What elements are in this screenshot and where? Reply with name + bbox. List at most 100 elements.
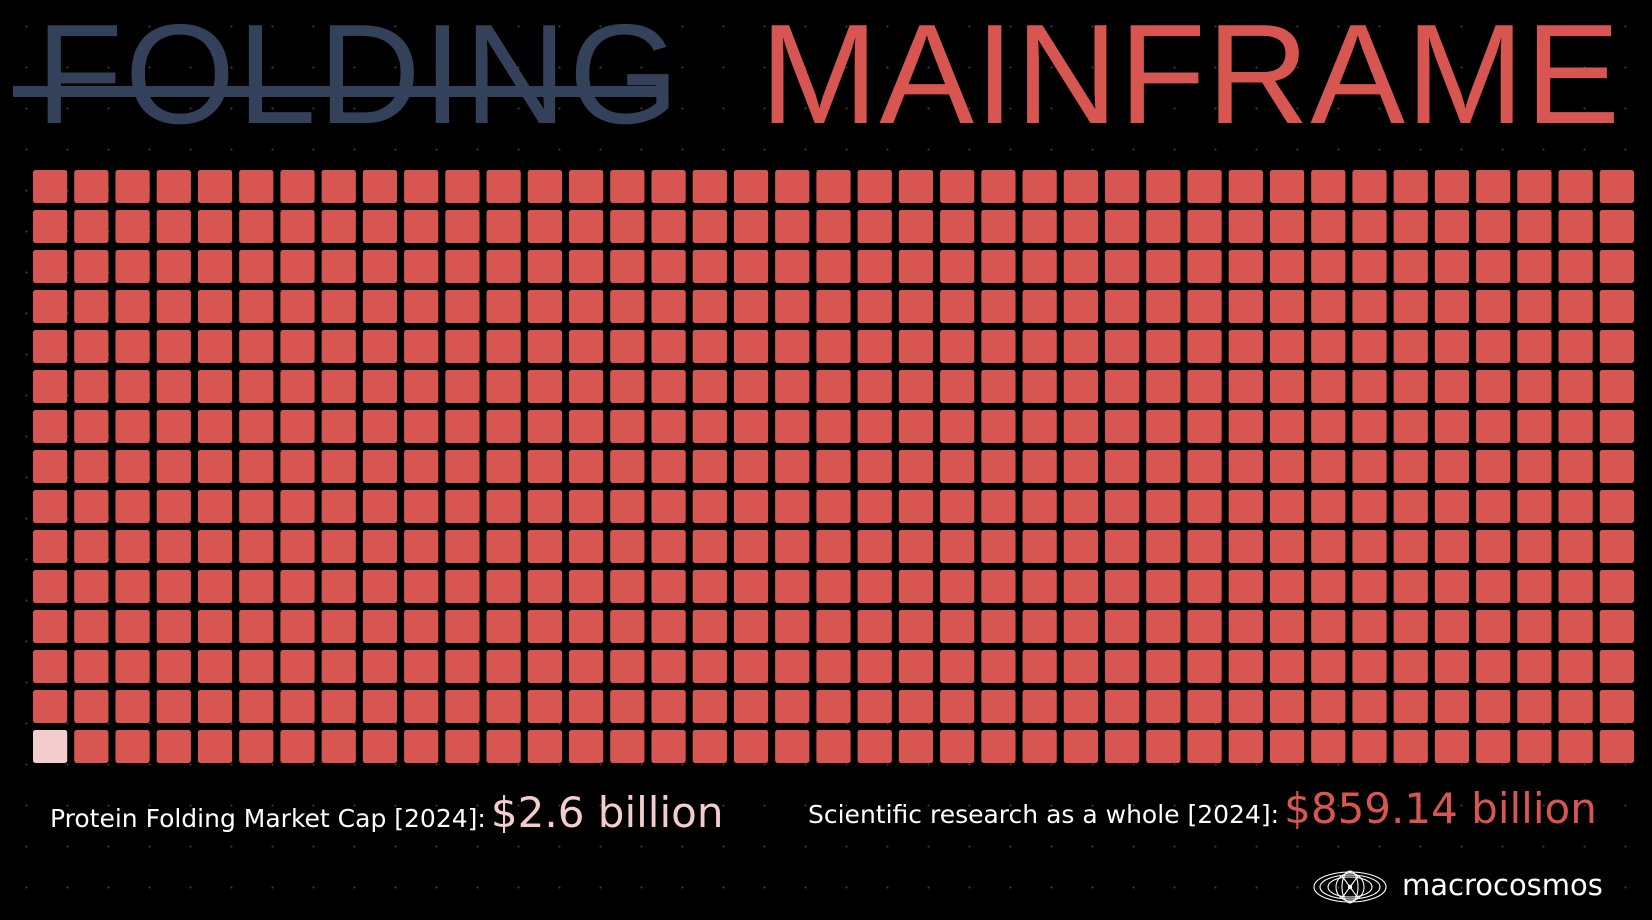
waffle-cell <box>1105 690 1140 723</box>
waffle-cell <box>1311 690 1346 723</box>
waffle-cell <box>1352 730 1387 763</box>
waffle-cell <box>1476 450 1511 483</box>
waffle-cell <box>404 250 439 283</box>
waffle-cell <box>816 450 851 483</box>
waffle-cell <box>527 490 562 523</box>
waffle-cell <box>1269 570 1305 603</box>
waffle-cell <box>1558 490 1593 523</box>
waffle-cell <box>1228 490 1263 523</box>
waffle-cell <box>1599 290 1634 323</box>
waffle-cell <box>981 450 1016 483</box>
waffle-cell <box>1269 650 1305 683</box>
waffle-cell <box>197 730 233 763</box>
waffle-cell <box>940 650 975 683</box>
waffle-cell <box>569 530 604 563</box>
waffle-cell <box>1352 210 1387 243</box>
waffle-cell <box>1022 250 1057 283</box>
waffle-cell <box>610 690 645 723</box>
waffle-cell <box>733 450 769 483</box>
waffle-cell <box>1187 250 1222 283</box>
waffle-cell <box>1187 170 1222 203</box>
waffle-cell <box>1187 450 1222 483</box>
waffle-cell <box>898 250 934 283</box>
waffle-cell <box>74 650 109 683</box>
waffle-cell <box>1146 490 1181 523</box>
waffle-cell <box>362 570 398 603</box>
waffle-cell <box>1558 210 1593 243</box>
waffle-cell <box>239 450 274 483</box>
waffle-cell <box>1228 210 1263 243</box>
protein-folding-value: $2.6 billion <box>490 788 724 837</box>
waffle-cell <box>816 250 851 283</box>
waffle-cell <box>115 410 150 443</box>
waffle-cell <box>404 730 439 763</box>
waffle-cell <box>1105 290 1140 323</box>
waffle-cell <box>486 210 521 243</box>
struck-title: FOLDING <box>36 0 682 154</box>
waffle-cell <box>1022 530 1057 563</box>
waffle-cell <box>651 330 686 363</box>
waffle-cell <box>445 210 480 243</box>
waffle-cell <box>569 210 604 243</box>
waffle-cell <box>733 330 769 363</box>
waffle-cell <box>1269 370 1305 403</box>
waffle-cell <box>239 250 274 283</box>
waffle-cell <box>1311 290 1346 323</box>
waffle-cell <box>898 210 934 243</box>
waffle-cell <box>775 650 810 683</box>
waffle-cell <box>1434 690 1470 723</box>
waffle-cell <box>692 690 727 723</box>
waffle-cell <box>981 570 1016 603</box>
waffle-cell <box>692 610 727 643</box>
waffle-cell <box>486 610 521 643</box>
waffle-cell <box>321 690 356 723</box>
waffle-cell <box>1311 730 1346 763</box>
waffle-cell <box>1517 290 1552 323</box>
waffle-cell <box>1228 450 1263 483</box>
waffle-cell <box>857 410 892 443</box>
waffle-cell <box>981 370 1016 403</box>
waffle-cell <box>486 730 521 763</box>
waffle-cell <box>33 210 68 243</box>
strikethrough-line <box>13 86 663 97</box>
waffle-cell <box>1022 650 1057 683</box>
waffle-cell <box>1228 370 1263 403</box>
waffle-cell <box>1517 690 1552 723</box>
waffle-cell <box>1146 530 1181 563</box>
waffle-cell <box>1269 490 1305 523</box>
waffle-cell <box>527 730 562 763</box>
waffle-cell <box>651 490 686 523</box>
waffle-cell <box>280 570 315 603</box>
waffle-cell <box>115 530 150 563</box>
waffle-cell <box>33 450 68 483</box>
waffle-cell <box>569 410 604 443</box>
waffle-cell <box>857 450 892 483</box>
waffle-cell <box>1558 250 1593 283</box>
scientific-research-caption: Scientific research as a whole [2024]: $… <box>808 784 1597 833</box>
waffle-cell <box>33 250 68 283</box>
waffle-cell <box>1352 410 1387 443</box>
waffle-cell <box>527 170 562 203</box>
waffle-cell <box>1599 570 1634 603</box>
waffle-cell <box>1187 730 1222 763</box>
waffle-cell <box>1022 690 1057 723</box>
waffle-cell <box>651 370 686 403</box>
waffle-cell <box>1558 450 1593 483</box>
waffle-cell <box>1599 410 1634 443</box>
waffle-cell <box>816 330 851 363</box>
waffle-cell <box>239 170 274 203</box>
waffle-cell <box>981 210 1016 243</box>
waffle-cell <box>775 410 810 443</box>
waffle-cell <box>1146 610 1181 643</box>
waffle-cell <box>775 610 810 643</box>
waffle-cell <box>404 530 439 563</box>
waffle-cell <box>197 250 233 283</box>
waffle-cell <box>1393 290 1428 323</box>
waffle-cell <box>981 290 1016 323</box>
waffle-cell <box>733 210 769 243</box>
waffle-cell <box>1558 610 1593 643</box>
waffle-cell <box>1063 210 1098 243</box>
waffle-cell <box>733 410 769 443</box>
waffle-cell <box>651 650 686 683</box>
